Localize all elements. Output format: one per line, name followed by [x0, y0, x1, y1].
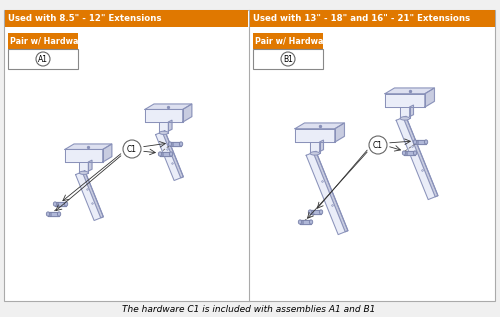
- Bar: [8, 49, 78, 69]
- Polygon shape: [65, 144, 112, 149]
- Ellipse shape: [80, 171, 88, 174]
- Ellipse shape: [414, 140, 416, 144]
- Text: C1: C1: [373, 140, 383, 150]
- Polygon shape: [295, 129, 335, 142]
- Bar: [253, 49, 323, 69]
- Polygon shape: [82, 171, 103, 218]
- Text: Pair w/ Hardware: Pair w/ Hardware: [255, 36, 333, 46]
- Polygon shape: [103, 144, 112, 162]
- Text: A1: A1: [38, 55, 48, 63]
- Text: C1: C1: [127, 145, 137, 153]
- Polygon shape: [55, 202, 66, 206]
- Ellipse shape: [64, 202, 68, 206]
- Ellipse shape: [308, 210, 312, 214]
- Ellipse shape: [54, 202, 56, 206]
- Ellipse shape: [160, 131, 168, 134]
- Polygon shape: [145, 109, 183, 122]
- Polygon shape: [306, 152, 348, 235]
- Text: The hardware C1 is included with assemblies A1 and B1: The hardware C1 is included with assembl…: [122, 305, 376, 314]
- Polygon shape: [156, 131, 184, 180]
- Polygon shape: [145, 104, 192, 109]
- Polygon shape: [295, 123, 344, 129]
- Polygon shape: [48, 212, 59, 216]
- Polygon shape: [183, 104, 192, 122]
- Ellipse shape: [46, 212, 50, 216]
- Ellipse shape: [310, 220, 313, 224]
- Circle shape: [369, 136, 387, 154]
- Polygon shape: [385, 88, 434, 94]
- Circle shape: [281, 52, 295, 66]
- Ellipse shape: [414, 151, 417, 155]
- Polygon shape: [162, 131, 184, 178]
- Text: Pair w/ Hardware: Pair w/ Hardware: [10, 36, 88, 46]
- Polygon shape: [160, 152, 171, 156]
- Ellipse shape: [310, 152, 320, 155]
- Bar: [253, 33, 323, 49]
- Polygon shape: [335, 123, 344, 142]
- Polygon shape: [404, 151, 415, 155]
- Bar: [250, 10, 495, 27]
- Ellipse shape: [298, 220, 302, 224]
- Polygon shape: [400, 107, 409, 119]
- Polygon shape: [65, 149, 103, 162]
- Polygon shape: [310, 210, 321, 214]
- Text: Used with 8.5" - 12" Extensions: Used with 8.5" - 12" Extensions: [8, 14, 162, 23]
- Ellipse shape: [168, 142, 172, 146]
- Polygon shape: [385, 94, 425, 107]
- Circle shape: [123, 140, 141, 158]
- Polygon shape: [88, 160, 92, 171]
- Ellipse shape: [170, 152, 173, 156]
- Polygon shape: [160, 122, 168, 133]
- Polygon shape: [168, 120, 172, 131]
- Ellipse shape: [402, 151, 406, 155]
- Polygon shape: [320, 140, 324, 152]
- Polygon shape: [80, 162, 88, 173]
- Polygon shape: [410, 105, 414, 117]
- Ellipse shape: [158, 152, 162, 156]
- Text: Used with 13" - 18" and 16" - 21" Extensions: Used with 13" - 18" and 16" - 21" Extens…: [253, 14, 470, 23]
- Text: B1: B1: [283, 55, 293, 63]
- Ellipse shape: [180, 142, 183, 146]
- Polygon shape: [310, 142, 320, 153]
- Ellipse shape: [400, 117, 409, 120]
- Polygon shape: [76, 171, 104, 221]
- Polygon shape: [415, 140, 426, 144]
- Polygon shape: [425, 88, 434, 107]
- Polygon shape: [170, 142, 181, 146]
- Ellipse shape: [58, 212, 61, 216]
- Polygon shape: [403, 116, 438, 197]
- Ellipse shape: [320, 210, 323, 214]
- Polygon shape: [396, 116, 438, 200]
- Polygon shape: [300, 220, 311, 224]
- Polygon shape: [313, 152, 348, 232]
- Ellipse shape: [424, 140, 428, 144]
- Bar: [5, 10, 248, 27]
- Bar: [8, 33, 78, 49]
- Circle shape: [36, 52, 50, 66]
